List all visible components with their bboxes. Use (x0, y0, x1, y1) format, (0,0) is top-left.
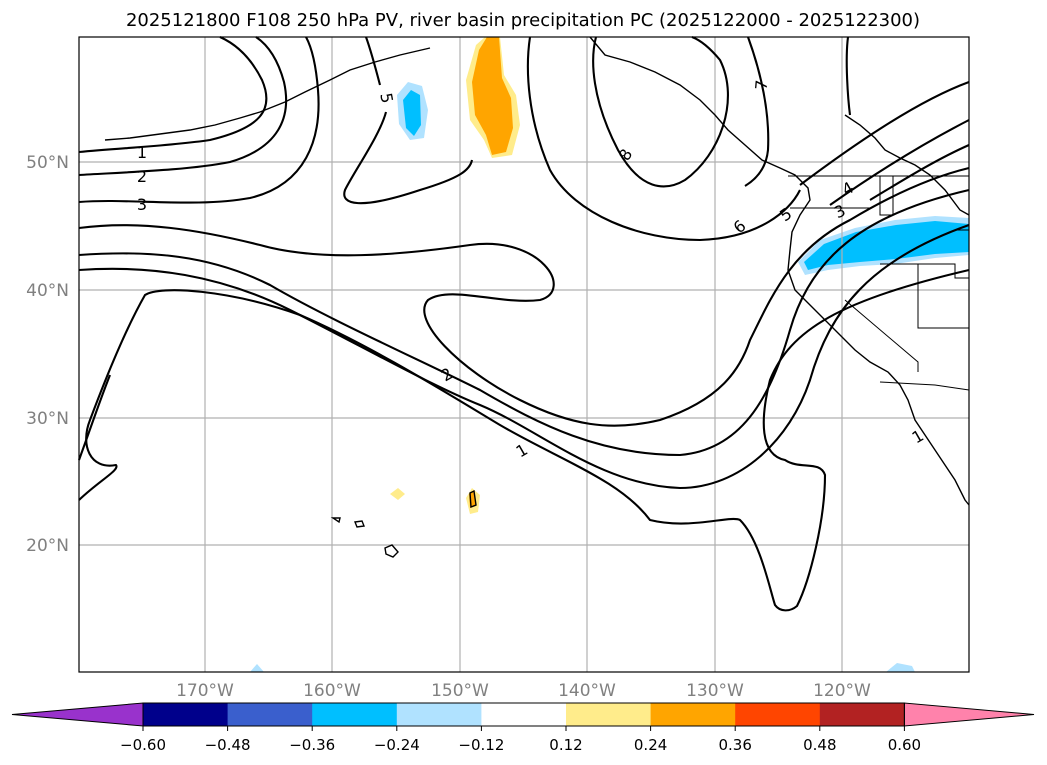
map-frame (78, 36, 970, 673)
lon-tick-label: 150°W (431, 681, 489, 701)
pv-contour-5-east (829, 119, 970, 206)
pv-contour-6-east (799, 81, 970, 186)
pv-contour-6-north (845, 36, 852, 116)
colorbar-tick-label: 0.36 (718, 736, 751, 754)
colorbar-segment (396, 703, 482, 726)
mexico-border (879, 381, 970, 391)
coastlines (104, 36, 970, 558)
lon-axis: 170°W 160°W 150°W 140°W 130°W 120°W (176, 681, 871, 701)
negative-anomaly-shade (804, 221, 969, 270)
colorbar-tick-label: 0.60 (888, 736, 921, 754)
lat-axis: 50°N 40°N 30°N 20°N (26, 153, 69, 556)
colorbar-tick-label: −0.24 (374, 736, 420, 754)
contour-label: 2 (137, 167, 147, 186)
colorbar-extend-max (903, 702, 1035, 727)
lon-tick-label: 130°W (686, 681, 744, 701)
lon-tick-label: 140°W (558, 681, 616, 701)
colorbar-segment (481, 703, 567, 726)
pv-contour-7 (526, 36, 801, 242)
colorbar-tick-label: 0.24 (634, 736, 667, 754)
lon-tick-label: 160°W (303, 681, 361, 701)
pv-contour-edge (78, 374, 111, 461)
positive-anomaly-shade (472, 37, 513, 155)
lat-tick-label: 30°N (26, 409, 69, 429)
negative-anomaly-light (250, 664, 264, 672)
map-background (79, 37, 969, 672)
colorbar-extend-min (11, 702, 144, 727)
state-border (844, 299, 919, 372)
pv-contour-8 (592, 36, 729, 188)
lat-tick-label: 20°N (26, 536, 69, 556)
colorbar-segment (143, 703, 229, 726)
colorbar-segment (227, 703, 313, 726)
pv-contour-1-south (78, 268, 970, 612)
colorbar-tick-label: −0.60 (120, 736, 166, 754)
hawaii-big-island (384, 544, 399, 558)
pv-contour-1 (78, 36, 268, 154)
interior-coast (844, 114, 970, 216)
contour-label: 3 (137, 195, 147, 214)
colorbar-segment (650, 703, 736, 726)
lon-tick-label: 120°W (813, 681, 871, 701)
pv-contour-long-1 (78, 166, 970, 427)
colorbar-tick-label: −0.48 (205, 736, 251, 754)
contour-label: 5 (376, 91, 396, 104)
pv-contour-7-north (744, 36, 770, 187)
colorbar-tick-label: −0.36 (289, 736, 335, 754)
pv-contour-2 (78, 36, 288, 177)
contour-label: 7 (752, 79, 772, 91)
pv-contour-4-east (869, 144, 970, 201)
lon-tick-label: 170°W (176, 681, 234, 701)
contour-label: 1 (137, 143, 147, 162)
lat-tick-label: 50°N (26, 153, 69, 173)
figure-title: 2025121800 F108 250 hPa PV, river basin … (126, 10, 920, 31)
pv-contour-3 (78, 36, 320, 204)
colorbar-segment (735, 703, 821, 726)
pv-contour-long-3 (78, 224, 970, 490)
colorbar-frame (142, 702, 905, 727)
hawaii-islands (330, 517, 365, 528)
colorbar-tick-label: 0.48 (803, 736, 836, 754)
colorbar-segment (312, 703, 398, 726)
colorbar-segment (566, 703, 652, 726)
colorbar-segment (819, 703, 905, 726)
colorbar-tick-label: −0.12 (458, 736, 504, 754)
colorbar: −0.60 −0.48 −0.36 −0.24 −0.12 0.12 0.24 0.36 0.4… (11, 702, 1035, 754)
pv-contour-5-west (343, 36, 474, 205)
north-america-coastline (589, 36, 970, 506)
lat-tick-label: 40°N (26, 281, 69, 301)
state-border (917, 264, 969, 329)
aleutian-chain (104, 47, 431, 141)
map-panel: 1 2 3 5 8 7 6 5 4 3 2 1 1 (78, 36, 970, 673)
precip-shading (250, 37, 969, 672)
negative-anomaly-shade (403, 90, 421, 136)
colorbar-tick-label: 0.12 (549, 736, 582, 754)
pv-contours (78, 36, 970, 612)
negative-anomaly-light (886, 663, 915, 672)
positive-anomaly-light (390, 488, 405, 500)
small-island (469, 489, 477, 509)
pv-contour-long-2 (78, 188, 970, 457)
